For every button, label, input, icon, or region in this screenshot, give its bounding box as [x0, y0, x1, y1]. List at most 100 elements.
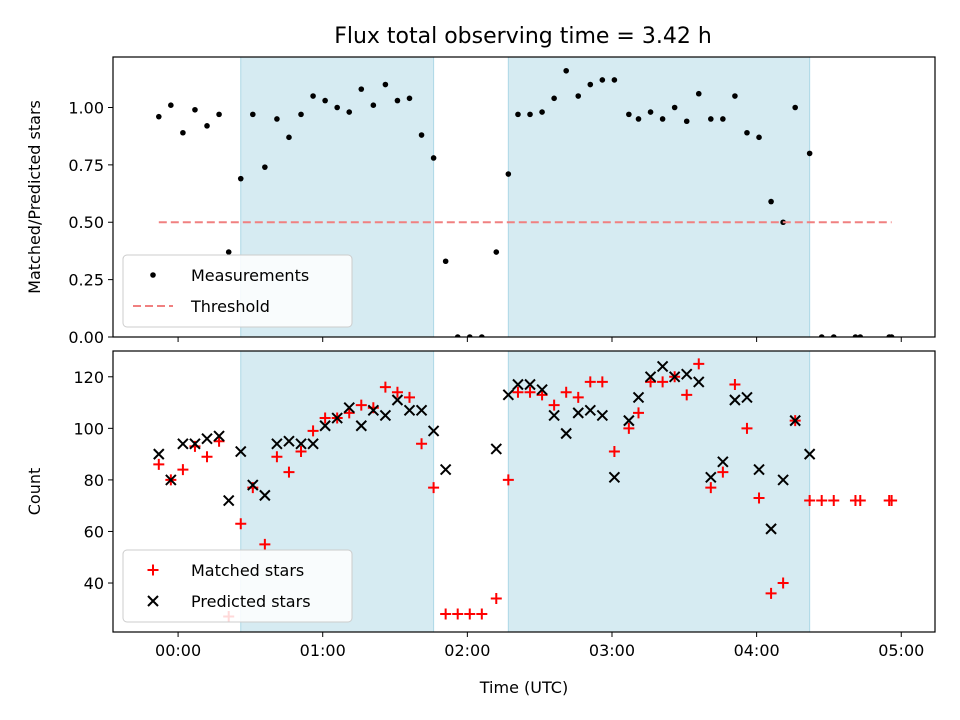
- predicted-stars-point-11: [271, 438, 283, 450]
- predicted-stars-point-5: [201, 432, 213, 445]
- measurements-point-14: [310, 93, 316, 99]
- measurements-point-8: [237, 175, 244, 182]
- matched-stars-point-29: [490, 592, 502, 604]
- measurements-point-16: [334, 104, 340, 111]
- x-tick-label: 04:00: [734, 641, 780, 660]
- matched-stars-point-39: [608, 446, 620, 458]
- x-tick-label: 02:00: [444, 641, 490, 660]
- matched-stars-point-15: [319, 412, 331, 424]
- measurements-point-12: [286, 134, 292, 141]
- matched-stars-point-8: [235, 518, 247, 530]
- predicted-stars-point-13: [295, 438, 307, 450]
- measurements-point-59: [857, 334, 864, 337]
- matched-stars-point-17: [343, 407, 355, 419]
- matched-stars-point-56: [816, 495, 828, 507]
- matched-stars-point-30: [502, 474, 514, 486]
- measurements-point-28: [479, 334, 485, 337]
- predicted-stars-point-22: [403, 404, 416, 417]
- predicted-stars-point-42: [681, 368, 693, 380]
- measurements-point-36: [575, 93, 582, 99]
- predicted-stars-point-35: [596, 409, 609, 422]
- matched-stars-point-31: [512, 386, 524, 398]
- plot-frame: [112, 56, 936, 338]
- measurements-point-47: [708, 116, 714, 122]
- predicted-stars-point-45: [717, 456, 729, 468]
- measurements-point-19: [370, 102, 377, 108]
- legend-label: Matched stars: [191, 561, 304, 580]
- measurements-point-25: [442, 258, 449, 265]
- matched-stars-point-41: [633, 407, 645, 419]
- predicted-stars-point-30: [536, 383, 548, 396]
- matched-stars-point-59: [854, 495, 866, 507]
- x-tick-label: 01:00: [300, 641, 346, 660]
- matched-stars-point-52: [765, 587, 777, 599]
- predicted-stars-point-32: [560, 427, 572, 440]
- measurements-point-35: [563, 67, 569, 74]
- matched-stars-point-37: [584, 376, 596, 388]
- measurements-point-3: [180, 129, 186, 136]
- predicted-stars-point-17: [343, 402, 355, 414]
- measurements-point-1: [156, 113, 162, 120]
- predicted-stars-point-36: [608, 471, 621, 484]
- measurements-point-34: [551, 95, 557, 102]
- matched-stars-point-3: [177, 464, 189, 476]
- measurements-point-26: [454, 334, 461, 337]
- matched-stars-point-10: [259, 538, 271, 550]
- measurements-point-4: [192, 106, 198, 113]
- predicted-stars-point-26: [490, 443, 502, 455]
- measurements-point-27: [466, 334, 473, 337]
- predicted-stars-point-28: [512, 378, 524, 391]
- matched-stars-point-21: [391, 386, 403, 398]
- measurements-point-21: [394, 97, 401, 104]
- predicted-stars-point-20: [379, 409, 392, 422]
- predicted-stars-point-25: [439, 463, 452, 476]
- measurements-point-18: [358, 86, 365, 92]
- predicted-stars-point-43: [693, 376, 705, 388]
- y-axis-label: Count: [25, 468, 44, 516]
- measurements-point-29: [493, 249, 500, 255]
- predicted-stars-point-18: [355, 420, 367, 432]
- measurements-point-54: [792, 104, 798, 111]
- legend-box: [122, 254, 353, 328]
- plot-frame: [112, 350, 936, 633]
- measurements-point-31: [515, 111, 521, 118]
- measurements-point-2: [168, 102, 174, 108]
- predicted-stars-point-46: [729, 394, 741, 406]
- matched-stars-point-51: [753, 492, 765, 504]
- matched-stars-point-25: [440, 608, 452, 620]
- measurements-point-40: [626, 111, 632, 118]
- predicted-stars-point-33: [572, 407, 584, 419]
- measurements-point-15: [322, 97, 328, 104]
- measurements-point-10: [262, 164, 268, 170]
- matched-stars-point-47: [705, 482, 717, 494]
- predicted-stars-point-24: [427, 425, 440, 437]
- measurements-point-13: [298, 111, 304, 118]
- data-layer: [156, 67, 895, 337]
- top-panel: 0.00 0.25 0.50 0.75 1.00 Matched/Predicted st…: [25, 56, 936, 347]
- measurements-point-22: [406, 95, 413, 102]
- legend-swatch-predicted-stars: [147, 595, 159, 607]
- matched-stars-point-48: [717, 466, 729, 478]
- predicted-stars-point-8: [235, 445, 247, 458]
- legend-swatch-matched-stars: [147, 564, 159, 576]
- predicted-stars-point-48: [753, 463, 765, 476]
- matched-stars-point-6: [213, 435, 225, 447]
- matched-stars-point-27: [464, 608, 476, 620]
- matched-stars-point-55: [804, 495, 816, 507]
- y-tick-label: 0.75: [68, 156, 104, 175]
- measurements-point-9: [250, 111, 256, 118]
- y-tick-label: 80: [84, 471, 104, 490]
- measurements-point-11: [274, 116, 280, 122]
- predicted-stars-point-47: [741, 391, 753, 404]
- predicted-stars-point-10: [259, 489, 271, 502]
- matched-stars-point-5: [201, 451, 213, 463]
- y-tick-label: 60: [84, 522, 104, 541]
- measurements-point-6: [216, 111, 222, 118]
- matched-stars-point-34: [548, 399, 560, 411]
- matched-stars-point-18: [355, 399, 367, 411]
- measurements-point-58: [852, 334, 859, 337]
- legend-label: Measurements: [191, 266, 309, 285]
- matched-stars-point-12: [283, 466, 295, 478]
- matched-stars-point-14: [307, 425, 319, 437]
